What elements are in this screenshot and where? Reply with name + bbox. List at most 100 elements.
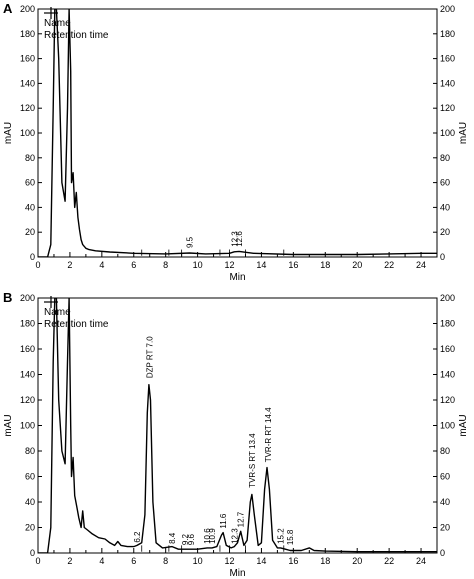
y-tick-label-right: 120 bbox=[440, 103, 455, 113]
plot-frame bbox=[37, 8, 438, 258]
y-tick-label-left: 140 bbox=[20, 370, 35, 380]
y-tick-label-left: 200 bbox=[20, 293, 35, 303]
legend-retention-time: Retention time bbox=[44, 30, 109, 41]
x-tick-label: 20 bbox=[352, 260, 362, 270]
x-tick-label: 18 bbox=[320, 556, 330, 566]
x-tick-label: 0 bbox=[35, 556, 40, 566]
x-tick-label: 24 bbox=[416, 556, 426, 566]
x-tick-label: 0 bbox=[35, 260, 40, 270]
y-tick-label-left: 20 bbox=[25, 227, 35, 237]
x-tick-label: 4 bbox=[99, 260, 104, 270]
x-tick-label: 14 bbox=[256, 556, 266, 566]
x-tick-label: 24 bbox=[416, 260, 426, 270]
peak-label: 10.9 bbox=[208, 528, 217, 544]
y-tick-label-right: 20 bbox=[440, 523, 450, 533]
x-tick-label: 8 bbox=[163, 260, 168, 270]
y-tick-label-right: 100 bbox=[440, 421, 455, 431]
y-tick-label-left: 120 bbox=[20, 103, 35, 113]
y-tick-label-right: 160 bbox=[440, 344, 455, 354]
y-tick-label-left: 80 bbox=[25, 153, 35, 163]
y-tick-label-right: 140 bbox=[440, 370, 455, 380]
y-tick-label-left: 160 bbox=[20, 54, 35, 64]
peak-label: 9.6 bbox=[187, 534, 196, 546]
y-tick-label-left: 100 bbox=[20, 421, 35, 431]
x-tick-label: 16 bbox=[288, 556, 298, 566]
peak-label: 10.6 bbox=[203, 528, 212, 544]
panel-label: B bbox=[3, 290, 12, 305]
peak-label: DZP RT 7.0 bbox=[146, 336, 155, 378]
y-tick-label-left: 160 bbox=[20, 344, 35, 354]
peak-label: 11.6 bbox=[219, 513, 228, 529]
peak-label: TVR-S RT 13.4 bbox=[248, 433, 257, 488]
y-tick-label-right: 80 bbox=[440, 153, 450, 163]
peak-label: 8.4 bbox=[168, 532, 177, 544]
y-tick-label-right: 40 bbox=[440, 202, 450, 212]
peak-label: 15.8 bbox=[286, 529, 295, 545]
y-tick-label-right: 180 bbox=[440, 319, 455, 329]
x-tick-label: 12 bbox=[225, 260, 235, 270]
y-tick-label-right: 200 bbox=[440, 4, 455, 14]
chromatogram-trace bbox=[38, 298, 437, 553]
legend-name: Name bbox=[44, 18, 71, 29]
x-tick-label: 22 bbox=[384, 556, 394, 566]
x-tick-label: 8 bbox=[163, 556, 168, 566]
x-tick-label: 6 bbox=[131, 260, 136, 270]
peak-label: 12.7 bbox=[237, 511, 246, 527]
y-axis-label-right: mAU bbox=[458, 122, 469, 144]
peak-label: 9.2 bbox=[181, 534, 190, 546]
y-tick-label-left: 40 bbox=[25, 497, 35, 507]
y-tick-label-left: 180 bbox=[20, 319, 35, 329]
y-tick-label-right: 80 bbox=[440, 446, 450, 456]
x-axis-label: Min bbox=[229, 568, 245, 579]
y-tick-label-right: 180 bbox=[440, 29, 455, 39]
y-axis-label-left: mAU bbox=[3, 122, 14, 144]
x-tick-label: 22 bbox=[384, 260, 394, 270]
y-tick-label-right: 0 bbox=[440, 548, 445, 558]
x-tick-label: 2 bbox=[67, 556, 72, 566]
peak-label: 12.3 bbox=[230, 231, 239, 247]
x-tick-label: 6 bbox=[131, 556, 136, 566]
y-tick-label-left: 180 bbox=[20, 29, 35, 39]
x-axis-label: Min bbox=[229, 272, 245, 283]
y-tick-label-right: 120 bbox=[440, 395, 455, 405]
y-tick-label-left: 60 bbox=[25, 178, 35, 188]
peak-label: 9.5 bbox=[186, 236, 195, 248]
y-axis-label-right: mAU bbox=[458, 414, 469, 436]
x-tick-label: 4 bbox=[99, 556, 104, 566]
y-tick-label-right: 60 bbox=[440, 178, 450, 188]
y-tick-label-right: 60 bbox=[440, 472, 450, 482]
x-tick-label: 16 bbox=[288, 260, 298, 270]
peak-label: 12.6 bbox=[235, 231, 244, 247]
peak-label: 12.3 bbox=[230, 528, 239, 544]
y-tick-label-right: 200 bbox=[440, 293, 455, 303]
x-tick-label: 10 bbox=[193, 556, 203, 566]
y-tick-label-right: 160 bbox=[440, 54, 455, 64]
y-tick-label-left: 0 bbox=[30, 252, 35, 262]
peak-label: 6.2 bbox=[133, 531, 142, 543]
y-tick-label-right: 0 bbox=[440, 252, 445, 262]
legend-retention-time: Retention time bbox=[44, 319, 109, 330]
y-tick-label-left: 0 bbox=[30, 548, 35, 558]
panel-label: A bbox=[3, 1, 13, 16]
x-tick-label: 12 bbox=[225, 556, 235, 566]
y-tick-label-left: 20 bbox=[25, 523, 35, 533]
y-tick-label-left: 80 bbox=[25, 446, 35, 456]
x-tick-label: 18 bbox=[320, 260, 330, 270]
y-tick-label-right: 100 bbox=[440, 128, 455, 138]
y-tick-label-left: 60 bbox=[25, 472, 35, 482]
chromatogram-trace bbox=[38, 9, 437, 257]
y-tick-label-right: 20 bbox=[440, 227, 450, 237]
y-tick-label-left: 40 bbox=[25, 202, 35, 212]
y-tick-label-left: 200 bbox=[20, 4, 35, 14]
y-tick-label-left: 100 bbox=[20, 128, 35, 138]
x-tick-label: 14 bbox=[256, 260, 266, 270]
y-tick-label-right: 140 bbox=[440, 78, 455, 88]
y-tick-label-left: 120 bbox=[20, 395, 35, 405]
x-tick-label: 10 bbox=[193, 260, 203, 270]
peak-label: 15.2 bbox=[277, 528, 286, 544]
y-axis-label-left: mAU bbox=[3, 414, 14, 436]
peak-label: TVR-R RT 14.4 bbox=[264, 407, 273, 462]
